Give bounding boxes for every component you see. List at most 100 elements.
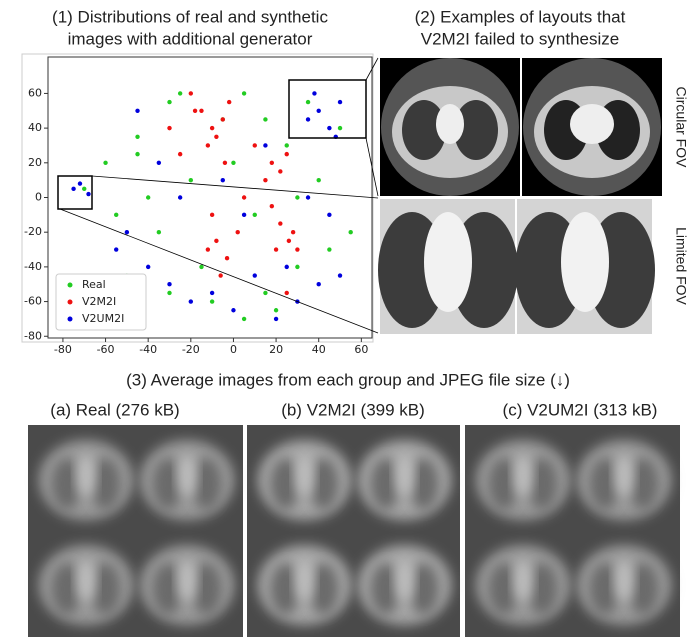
caption: (b) V2M2I (399 kB) xyxy=(281,400,425,419)
x-tick-label: 60 xyxy=(354,343,368,356)
avg-heart xyxy=(177,559,196,603)
x-tick-label: -40 xyxy=(139,343,157,356)
point xyxy=(199,109,203,113)
point xyxy=(193,109,197,113)
row-label: Circular FOV xyxy=(673,87,689,169)
point xyxy=(210,126,214,130)
y-tick-label: 40 xyxy=(28,121,42,134)
y-tick-label: -60 xyxy=(24,295,42,308)
point xyxy=(157,230,161,234)
point xyxy=(206,247,210,251)
point xyxy=(189,91,193,95)
figure: (1) Distributions of real and synthetic … xyxy=(0,0,697,637)
point xyxy=(221,178,225,182)
point xyxy=(146,195,150,199)
x-tick-label: -60 xyxy=(97,343,115,356)
point xyxy=(317,178,321,182)
y-tick-label: 60 xyxy=(28,86,42,99)
avg-heart xyxy=(76,454,95,498)
avg-heart xyxy=(295,454,314,498)
point xyxy=(189,299,193,303)
point xyxy=(285,143,289,147)
point xyxy=(71,187,75,191)
y-tick-label: 0 xyxy=(35,191,42,204)
point xyxy=(274,247,278,251)
x-tick-label: 20 xyxy=(269,343,283,356)
point xyxy=(306,100,310,104)
point xyxy=(178,91,182,95)
panel-title: V2M2I failed to synthesize xyxy=(421,29,619,48)
avg-heart xyxy=(513,454,532,498)
point xyxy=(210,213,214,217)
point xyxy=(167,126,171,130)
avg-heart xyxy=(513,559,532,603)
point xyxy=(285,265,289,269)
point xyxy=(327,213,331,217)
point xyxy=(263,143,267,147)
point xyxy=(338,100,342,104)
y-tick-label: -20 xyxy=(24,225,42,238)
point xyxy=(253,213,257,217)
point xyxy=(146,265,150,269)
point xyxy=(317,109,321,113)
point xyxy=(231,308,235,312)
point xyxy=(167,291,171,295)
point xyxy=(263,117,267,121)
point xyxy=(242,91,246,95)
point xyxy=(236,230,240,234)
avg-heart xyxy=(395,454,414,498)
legend-marker xyxy=(68,283,73,288)
ct-mediastinum xyxy=(424,212,472,312)
point xyxy=(274,317,278,321)
caption: (c) V2UM2I (313 kB) xyxy=(503,400,658,419)
point xyxy=(210,291,214,295)
point xyxy=(178,152,182,156)
point xyxy=(199,265,203,269)
point xyxy=(295,265,299,269)
point xyxy=(274,308,278,312)
point xyxy=(221,117,225,121)
point xyxy=(167,282,171,286)
point xyxy=(287,239,291,243)
point xyxy=(135,109,139,113)
point xyxy=(214,239,218,243)
x-tick-label: -20 xyxy=(182,343,200,356)
point xyxy=(135,135,139,139)
avg-heart xyxy=(177,454,196,498)
row-label: Limited FOV xyxy=(673,227,689,305)
legend-marker xyxy=(68,300,73,305)
point xyxy=(218,273,222,277)
y-tick-label: 20 xyxy=(28,156,42,169)
ct-heart xyxy=(570,104,614,144)
point xyxy=(214,135,218,139)
ct-mediastinum xyxy=(561,212,609,312)
point xyxy=(86,192,90,196)
panel-title: (1) Distributions of real and synthetic xyxy=(52,7,328,26)
point xyxy=(295,195,299,199)
point xyxy=(178,195,182,199)
x-tick-label: -80 xyxy=(54,343,72,356)
point xyxy=(206,143,210,147)
point xyxy=(125,230,129,234)
point xyxy=(78,181,82,185)
legend-marker xyxy=(68,317,73,322)
point xyxy=(103,161,107,165)
point xyxy=(223,161,227,165)
caption: (a) Real (276 kB) xyxy=(50,400,179,419)
point xyxy=(114,247,118,251)
point xyxy=(242,195,246,199)
point xyxy=(263,178,267,182)
avg-heart xyxy=(295,559,314,603)
point xyxy=(348,230,352,234)
point xyxy=(189,178,193,182)
point xyxy=(114,213,118,217)
y-tick-label: -40 xyxy=(24,260,42,273)
point xyxy=(327,247,331,251)
point xyxy=(210,299,214,303)
point xyxy=(285,152,289,156)
point xyxy=(82,187,86,191)
point xyxy=(285,291,289,295)
point xyxy=(167,100,171,104)
ct-heart xyxy=(436,104,464,144)
point xyxy=(338,273,342,277)
